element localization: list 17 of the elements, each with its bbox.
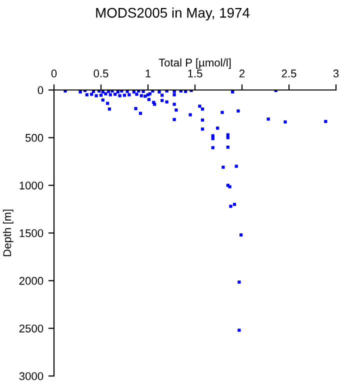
y-tick-label: 500 — [25, 134, 44, 142]
y-tick-label: 2000 — [19, 276, 44, 285]
y-tick-label: 1000 — [20, 182, 44, 190]
y-axis-title: Depth [m] — [2, 210, 14, 256]
x-tick-label: 2.5 — [282, 70, 296, 78]
x-tick-label: 1 — [146, 70, 151, 78]
x-tick-label: 0.5 — [94, 70, 108, 78]
y-tick-label: 1500 — [20, 229, 44, 238]
chart-title: MODS2005 in May, 1974 — [96, 8, 250, 20]
x-tick-label: 1.5 — [188, 70, 202, 78]
x-tick-label: 3 — [333, 70, 339, 78]
x-tick-label: 2 — [239, 70, 245, 78]
x-axis-title: Total P [µmol/l] — [158, 58, 231, 69]
x-tick-label: 0 — [51, 70, 57, 78]
y-tick-label: 3000 — [19, 372, 44, 380]
y-tick-label: 0 — [38, 86, 44, 94]
y-tick-label: 2500 — [19, 324, 44, 332]
